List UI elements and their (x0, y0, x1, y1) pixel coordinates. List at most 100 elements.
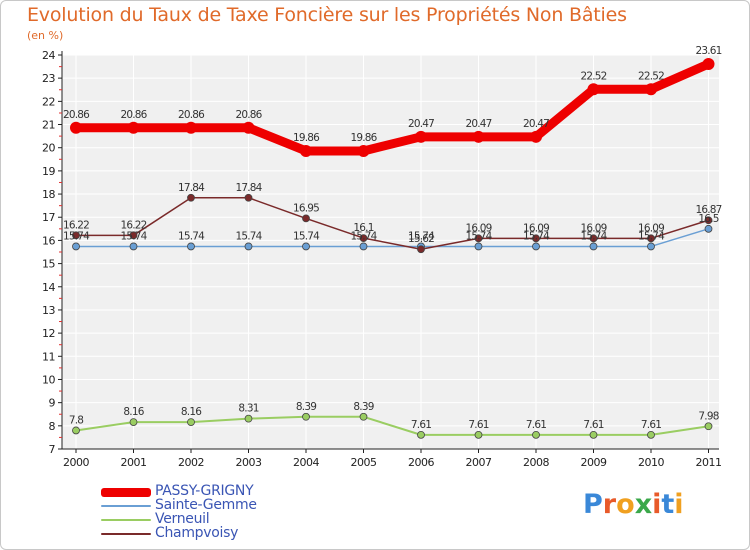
y-tick-label: 23 (42, 72, 55, 85)
data-point-passy-grigny (530, 130, 542, 143)
logo-letter: r (602, 489, 617, 520)
data-point-champvoisy (129, 231, 138, 240)
data-label-verneuil: 8.16 (181, 406, 202, 418)
data-point-verneuil (302, 412, 310, 421)
legend-label: PASSY-GRIGNY (155, 483, 254, 499)
data-point-champvoisy (187, 193, 195, 202)
data-point-champvoisy (589, 234, 598, 243)
data-label-verneuil: 8.31 (238, 403, 258, 415)
data-label-champvoisy: 16.95 (293, 202, 319, 214)
data-label-champvoisy: 16.22 (63, 219, 89, 231)
chart-title: Evolution du Taux de Taxe Foncière sur l… (27, 4, 627, 26)
data-label-sainte-gemme: 15.74 (350, 230, 377, 242)
data-label-sainte-gemme: 15.74 (63, 230, 90, 242)
data-label-sainte-gemme: 15.74 (465, 230, 492, 242)
data-point-champvoisy (302, 214, 310, 223)
data-label-passy-grigny: 20.86 (178, 109, 205, 121)
data-point-passy-grigny (70, 121, 82, 134)
data-point-verneuil (532, 430, 540, 439)
data-label-champvoisy: 16.1 (353, 222, 373, 234)
y-tick-label: 24 (42, 49, 55, 62)
data-label-sainte-gemme: 15.74 (638, 230, 665, 242)
data-label-sainte-gemme: 15.74 (580, 230, 607, 242)
legend-label: Champvoisy (155, 525, 239, 541)
data-label-champvoisy: 16.09 (638, 222, 664, 234)
data-point-sainte-gemme (302, 242, 310, 251)
data-point-passy-grigny (185, 121, 197, 134)
data-point-sainte-gemme (589, 242, 598, 251)
y-tick-label: 7 (49, 443, 56, 456)
data-label-sainte-gemme: 15.74 (523, 230, 550, 242)
data-point-sainte-gemme (704, 224, 713, 233)
legend-label: Sainte-Gemme (155, 497, 257, 513)
data-point-sainte-gemme (72, 242, 80, 251)
y-tick-label: 9 (49, 397, 56, 410)
data-label-sainte-gemme: 15.74 (293, 230, 320, 242)
data-point-verneuil (704, 422, 713, 431)
data-point-sainte-gemme (474, 242, 483, 251)
x-tick-label: 2001 (121, 456, 147, 469)
x-tick-label: 2006 (408, 456, 434, 469)
y-tick-label: 19 (42, 165, 55, 178)
data-point-sainte-gemme (532, 242, 540, 251)
data-point-sainte-gemme (129, 242, 138, 251)
data-point-passy-grigny (587, 83, 600, 96)
data-label-champvoisy: 16.09 (580, 222, 606, 234)
data-point-sainte-gemme (244, 242, 253, 251)
data-point-passy-grigny (127, 121, 140, 134)
y-tick-label: 21 (42, 119, 55, 132)
data-label-verneuil: 8.39 (296, 401, 316, 413)
data-label-champvoisy: 16.22 (120, 219, 146, 231)
data-point-verneuil (417, 430, 425, 439)
x-tick-label: 2007 (466, 456, 492, 469)
data-point-verneuil (359, 412, 368, 421)
x-tick-label: 2002 (178, 456, 204, 469)
y-tick-label: 20 (42, 142, 55, 155)
x-tick-label: 2000 (63, 456, 89, 469)
data-label-verneuil: 7.61 (526, 419, 546, 431)
data-label-passy-grigny: 23.61 (695, 45, 721, 57)
data-point-verneuil (244, 414, 253, 423)
data-point-sainte-gemme (647, 242, 655, 251)
data-label-passy-grigny: 20.86 (63, 109, 90, 121)
legend-swatch (101, 533, 151, 535)
data-point-champvoisy (244, 193, 253, 202)
series-line-sainte-gemme (75, 228, 710, 248)
data-point-passy-grigny (300, 144, 312, 157)
data-label-champvoisy: 16.09 (465, 222, 491, 234)
data-point-passy-grigny (702, 58, 715, 71)
logo-letter: t (661, 489, 675, 520)
data-label-verneuil: 7.61 (641, 419, 661, 431)
data-label-passy-grigny: 22.52 (580, 70, 606, 82)
data-label-champvoisy: 17.84 (178, 182, 205, 194)
y-tick-label: 13 (42, 304, 55, 317)
data-point-champvoisy (532, 234, 540, 243)
data-label-sainte-gemme: 15.74 (408, 230, 435, 242)
data-label-verneuil: 8.16 (123, 406, 144, 418)
data-point-verneuil (589, 430, 598, 439)
y-tick-label: 11 (42, 350, 55, 363)
data-point-passy-grigny (415, 130, 427, 143)
data-point-champvoisy (474, 234, 483, 243)
logo-letter: i (674, 489, 684, 520)
plot-area (62, 55, 719, 449)
data-label-champvoisy: 16.09 (523, 222, 549, 234)
data-label-passy-grigny: 20.47 (408, 118, 434, 130)
y-tick-label: 17 (42, 211, 55, 224)
data-point-champvoisy (704, 216, 713, 225)
data-label-sainte-gemme: 16.5 (698, 213, 718, 225)
data-label-champvoisy: 17.84 (235, 182, 262, 194)
data-label-passy-grigny: 20.47 (523, 118, 549, 130)
x-tick-label: 2003 (236, 456, 262, 469)
data-point-verneuil (129, 418, 138, 427)
series-line-verneuil (75, 415, 710, 436)
logo-letter: P (583, 489, 603, 520)
y-tick-label: 10 (42, 373, 55, 386)
data-point-verneuil (474, 430, 483, 439)
data-label-passy-grigny: 19.86 (350, 132, 377, 144)
data-label-verneuil: 7.61 (411, 419, 431, 431)
y-tick-label: 18 (42, 188, 55, 201)
data-label-sainte-gemme: 15.74 (178, 230, 205, 242)
data-point-passy-grigny (645, 83, 657, 96)
